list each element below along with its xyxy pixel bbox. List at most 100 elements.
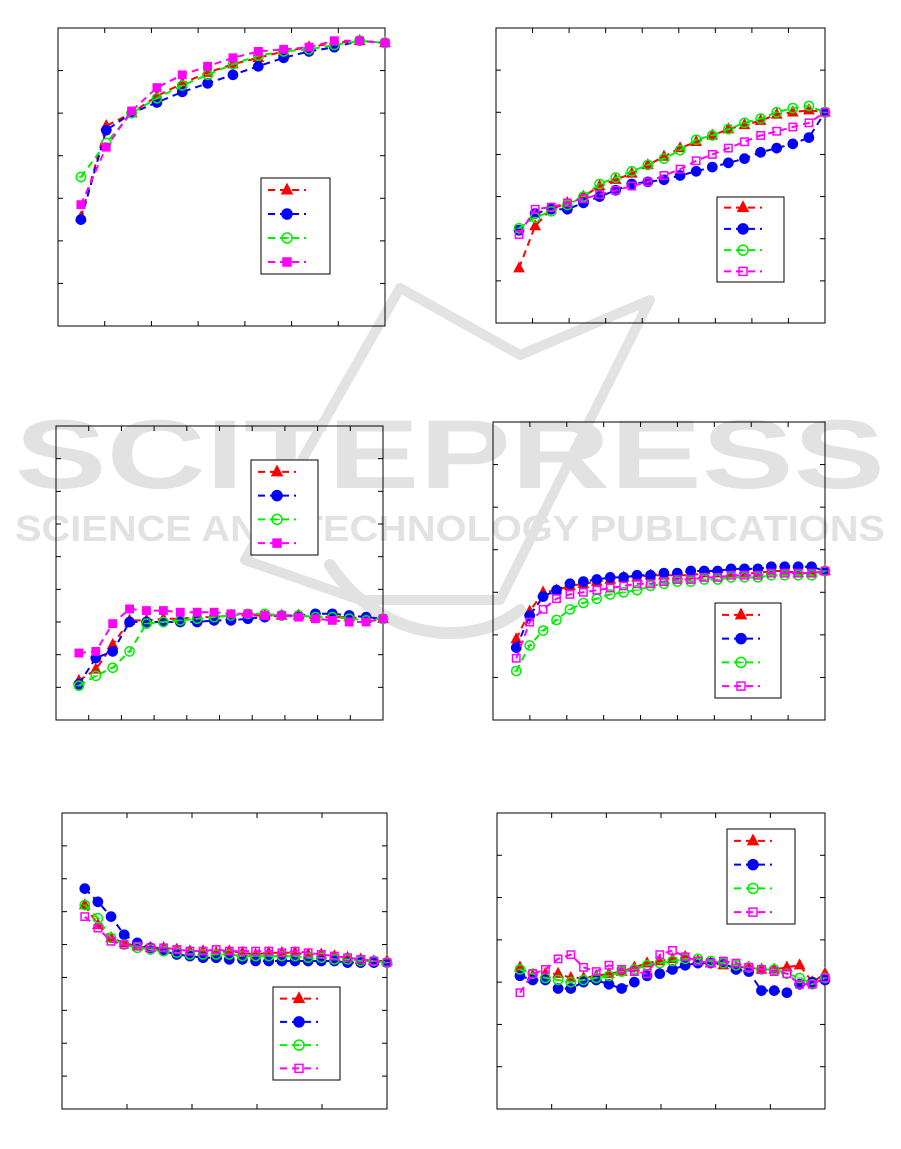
data-point: [74, 648, 84, 658]
data-point: [184, 949, 196, 960]
series-line: [518, 111, 826, 236]
data-point: [604, 960, 614, 970]
data-point: [132, 941, 142, 951]
data-point: [93, 923, 103, 933]
data-point: [667, 955, 678, 967]
legend-marker: [281, 208, 293, 220]
data-point: [820, 107, 830, 117]
data-point: [294, 612, 303, 622]
data-point: [151, 92, 163, 104]
data-point: [329, 954, 340, 965]
data-point: [79, 883, 91, 894]
data-point: [343, 953, 353, 963]
data-point: [552, 974, 564, 986]
data-point: [107, 646, 119, 657]
data-point: [658, 153, 670, 164]
data-point: [540, 965, 550, 974]
data-point: [792, 569, 804, 581]
data-point: [80, 912, 90, 922]
data-point: [594, 178, 605, 190]
series-square: [74, 604, 388, 658]
data-point: [158, 945, 169, 957]
data-point: [779, 569, 791, 581]
data-point: [75, 171, 87, 183]
data-point: [619, 581, 629, 591]
data-point: [739, 117, 750, 129]
data-point: [125, 604, 135, 614]
legend-marker: [280, 182, 294, 195]
data-point: [744, 962, 754, 972]
data-point: [725, 572, 737, 583]
data-point: [642, 159, 654, 171]
data-point: [712, 574, 723, 585]
legend-box: [716, 196, 785, 283]
series-circle: [73, 608, 389, 690]
data-point: [693, 956, 703, 966]
chart-6: [496, 812, 831, 1110]
data-point: [675, 164, 685, 174]
data-point: [603, 966, 615, 978]
series-square: [511, 566, 830, 663]
legend-marker: [738, 266, 748, 277]
data-point: [527, 968, 539, 980]
series-line: [84, 915, 388, 964]
data-point: [803, 100, 815, 112]
data-point: [793, 958, 806, 970]
data-point: [209, 607, 219, 617]
data-point: [354, 35, 366, 47]
series-line: [518, 104, 826, 230]
plot-frame: [495, 27, 826, 324]
data-point: [772, 126, 782, 136]
data-point: [595, 190, 604, 199]
data-point: [252, 60, 264, 72]
data-point: [171, 947, 183, 959]
data-point: [105, 911, 117, 922]
data-point: [794, 972, 805, 984]
data-point: [611, 185, 621, 195]
chart-2: [495, 27, 831, 324]
data-point: [806, 569, 817, 581]
legend-marker: [737, 223, 749, 235]
data-point: [674, 144, 686, 156]
data-point: [172, 945, 182, 954]
chart-3: [55, 425, 389, 721]
data-point: [146, 943, 155, 953]
data-point: [290, 946, 300, 956]
data-point: [141, 618, 152, 629]
data-point: [618, 572, 629, 583]
data-point: [685, 565, 697, 577]
data-point: [795, 979, 805, 989]
data-point: [629, 967, 639, 977]
data-point: [197, 949, 209, 960]
data-point: [713, 572, 723, 582]
data-point: [545, 205, 557, 217]
data-point: [578, 974, 589, 986]
data-point: [629, 964, 640, 975]
plot-frame: [55, 425, 384, 721]
data-point: [316, 949, 326, 959]
data-point: [807, 568, 817, 578]
data-point: [564, 603, 576, 615]
data-point: [691, 156, 701, 166]
legend: [714, 602, 782, 699]
data-point: [203, 61, 213, 71]
data-point: [530, 204, 540, 214]
data-point: [310, 614, 320, 624]
data-point: [740, 137, 749, 147]
legend-box: [260, 177, 331, 275]
data-point: [227, 69, 239, 81]
data-point: [579, 962, 588, 972]
data-point: [382, 958, 392, 968]
data-point: [210, 949, 222, 960]
data-point: [75, 214, 87, 225]
data-point: [377, 613, 389, 625]
data-point: [303, 948, 313, 958]
data-point: [260, 611, 270, 620]
data-point: [604, 572, 616, 583]
series-square: [514, 107, 830, 239]
data-point: [591, 967, 601, 977]
data-point: [723, 157, 734, 169]
data-point: [706, 130, 718, 141]
data-point: [277, 611, 287, 620]
